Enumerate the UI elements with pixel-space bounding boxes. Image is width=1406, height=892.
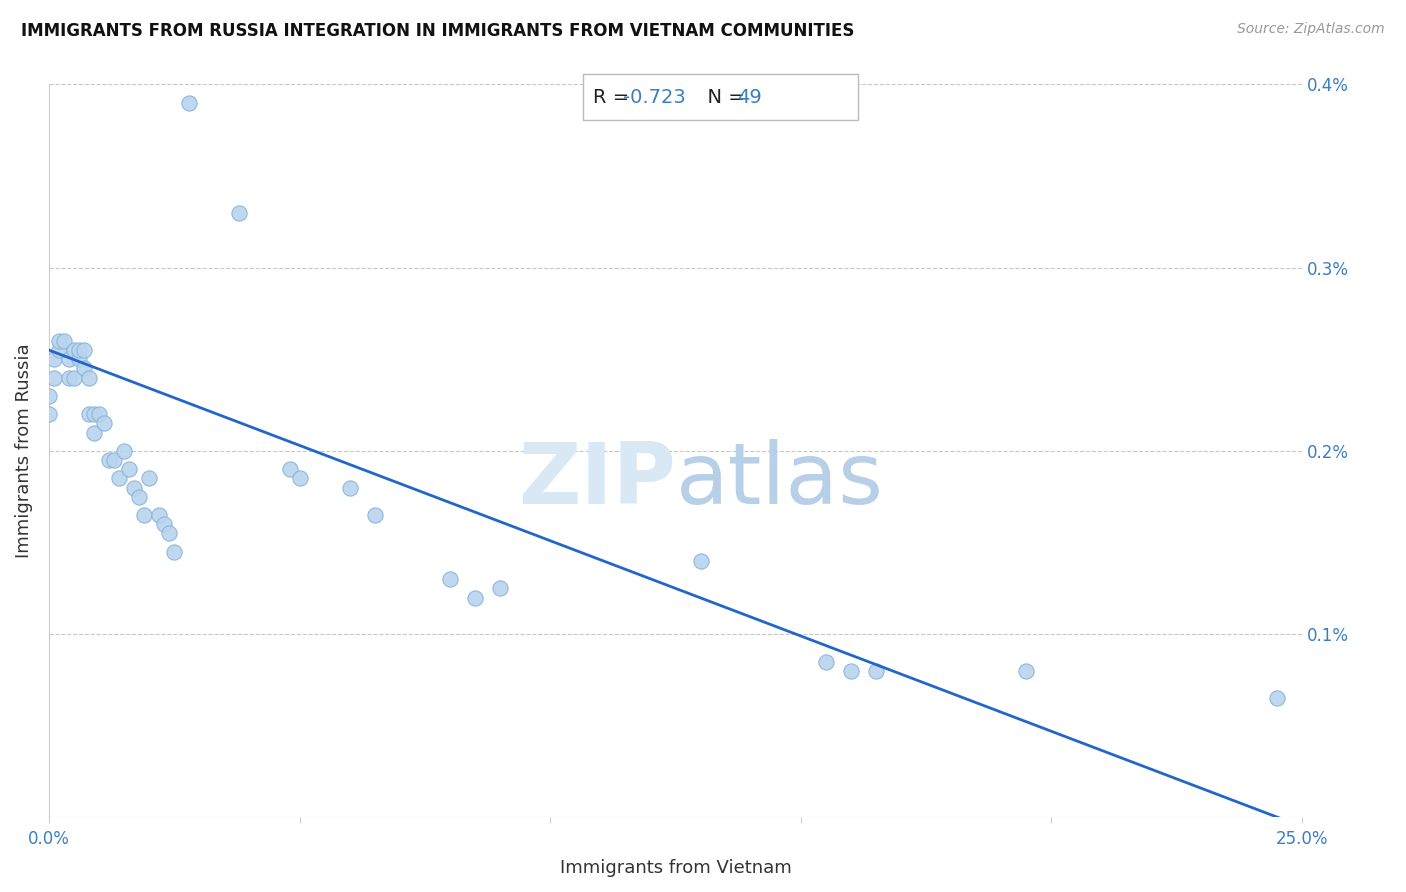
Point <box>128 490 150 504</box>
Point <box>865 664 887 678</box>
Point <box>278 462 301 476</box>
Point <box>83 425 105 440</box>
Point <box>63 370 86 384</box>
Point <box>73 343 96 358</box>
Point <box>118 462 141 476</box>
Text: ZIP: ZIP <box>517 439 675 522</box>
Point <box>153 517 176 532</box>
Point <box>839 664 862 678</box>
Point <box>42 352 65 367</box>
Point <box>58 352 80 367</box>
Point <box>77 370 100 384</box>
Point <box>83 407 105 421</box>
Text: Source: ZipAtlas.com: Source: ZipAtlas.com <box>1237 22 1385 37</box>
Point <box>53 334 76 348</box>
Point <box>98 453 121 467</box>
Point <box>464 591 486 605</box>
Point <box>103 453 125 467</box>
Y-axis label: Immigrants from Russia: Immigrants from Russia <box>15 343 32 558</box>
Text: atlas: atlas <box>675 439 883 522</box>
Point <box>157 526 180 541</box>
Point <box>93 417 115 431</box>
Text: 49: 49 <box>737 87 762 107</box>
Point <box>179 95 201 110</box>
Text: R =: R = <box>593 87 636 107</box>
Point <box>138 471 160 485</box>
Point <box>58 370 80 384</box>
Point <box>228 205 250 219</box>
Point <box>1265 691 1288 706</box>
Point <box>489 582 512 596</box>
Point <box>63 343 86 358</box>
Text: N =: N = <box>695 87 751 107</box>
Point <box>73 361 96 376</box>
Point <box>77 407 100 421</box>
Point <box>134 508 156 522</box>
Text: IMMIGRANTS FROM RUSSIA INTEGRATION IN IMMIGRANTS FROM VIETNAM COMMUNITIES: IMMIGRANTS FROM RUSSIA INTEGRATION IN IM… <box>21 22 855 40</box>
Point <box>42 370 65 384</box>
Point <box>87 407 110 421</box>
Point <box>108 471 131 485</box>
Point <box>112 444 135 458</box>
Point <box>439 572 461 586</box>
Point <box>67 352 90 367</box>
Point <box>163 544 186 558</box>
Point <box>364 508 387 522</box>
Point <box>288 471 311 485</box>
Point <box>122 481 145 495</box>
Point <box>1015 664 1038 678</box>
Point <box>38 389 60 403</box>
Point <box>48 343 70 358</box>
Point <box>48 334 70 348</box>
X-axis label: Immigrants from Vietnam: Immigrants from Vietnam <box>560 859 792 877</box>
Point <box>148 508 170 522</box>
Text: -0.723: -0.723 <box>623 87 686 107</box>
Point <box>689 554 711 568</box>
Point <box>814 655 837 669</box>
Point <box>38 407 60 421</box>
Point <box>339 481 361 495</box>
Point <box>67 343 90 358</box>
